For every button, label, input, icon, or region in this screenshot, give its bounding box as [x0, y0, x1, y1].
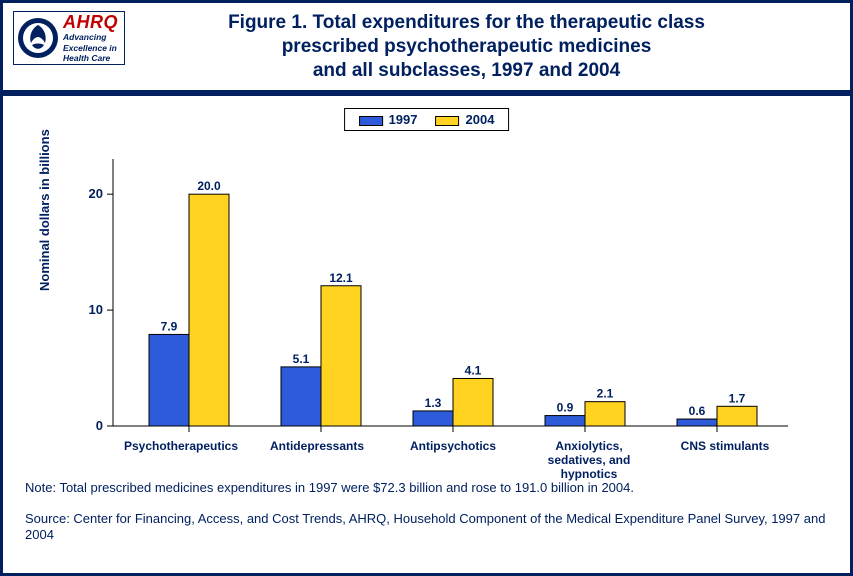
category-label: Anxiolytics, sedatives, and hypnotics: [525, 440, 653, 481]
bar-1997: [413, 411, 453, 426]
bar-1997: [149, 335, 189, 427]
legend-label-2004: 2004: [466, 112, 495, 127]
legend: 1997 2004: [344, 108, 510, 131]
bar-value-1997: 5.1: [293, 352, 310, 366]
bar-1997: [545, 416, 585, 426]
bar-1997: [677, 419, 717, 426]
bar-1997: [281, 367, 321, 426]
bar-value-2004: 1.7: [729, 392, 746, 406]
hhs-seal-icon: [17, 17, 59, 59]
category-label: Antipsychotics: [389, 440, 517, 454]
title-line-2: prescribed psychotherapeutic medicines: [133, 35, 800, 59]
bar-2004: [321, 286, 361, 426]
svg-text:20: 20: [89, 186, 103, 201]
ahrq-text-block: AHRQ Advancing Excellence in Health Care: [63, 13, 118, 64]
bar-value-2004: 20.0: [197, 179, 221, 193]
svg-text:0: 0: [96, 418, 103, 433]
legend-label-1997: 1997: [389, 112, 418, 127]
bar-value-1997: 0.9: [557, 401, 574, 415]
bar-2004: [189, 194, 229, 426]
ahrq-tagline-2: Excellence in: [63, 44, 118, 53]
header: AHRQ Advancing Excellence in Health Care…: [3, 3, 850, 86]
ahrq-tagline-3: Health Care: [63, 54, 118, 63]
bar-value-2004: 12.1: [329, 271, 353, 285]
ahrq-brand: AHRQ: [63, 13, 118, 31]
note-text: Note: Total prescribed medicines expendi…: [25, 480, 828, 496]
footer: Note: Total prescribed medicines expendi…: [25, 480, 828, 557]
bar-2004: [453, 379, 493, 427]
bar-value-2004: 2.1: [597, 387, 614, 401]
ahrq-logo-box: AHRQ Advancing Excellence in Health Care: [13, 11, 125, 65]
bar-2004: [585, 402, 625, 426]
bar-chart: 010207.920.05.112.11.34.10.92.10.61.7: [113, 151, 793, 431]
legend-swatch-2004: [436, 116, 460, 126]
source-text: Source: Center for Financing, Access, an…: [25, 511, 828, 544]
bar-value-1997: 1.3: [425, 396, 442, 410]
chart-area: 1997 2004 Nominal dollars in billions 0 1…: [3, 96, 850, 486]
x-axis-categories: Psychotherapeutics Antidepressants Antipsy…: [113, 440, 793, 481]
legend-item-1997: 1997: [359, 112, 418, 127]
ahrq-tagline-1: Advancing: [63, 33, 118, 42]
category-label: Psychotherapeutics: [117, 440, 245, 454]
figure-title: Figure 1. Total expenditures for the the…: [133, 11, 840, 82]
legend-item-2004: 2004: [436, 112, 495, 127]
bar-value-1997: 7.9: [161, 320, 178, 334]
category-label: CNS stimulants: [661, 440, 789, 454]
title-line-1: Figure 1. Total expenditures for the the…: [133, 11, 800, 35]
category-label: Antidepressants: [253, 440, 381, 454]
title-line-3: and all subclasses, 1997 and 2004: [133, 59, 800, 83]
legend-swatch-1997: [359, 116, 383, 126]
bar-value-1997: 0.6: [689, 404, 706, 418]
y-axis-label: Nominal dollars in billions: [37, 129, 52, 291]
bar-2004: [717, 407, 757, 427]
svg-text:10: 10: [89, 302, 103, 317]
bar-value-2004: 4.1: [465, 364, 482, 378]
figure-frame: AHRQ Advancing Excellence in Health Care…: [0, 0, 853, 576]
